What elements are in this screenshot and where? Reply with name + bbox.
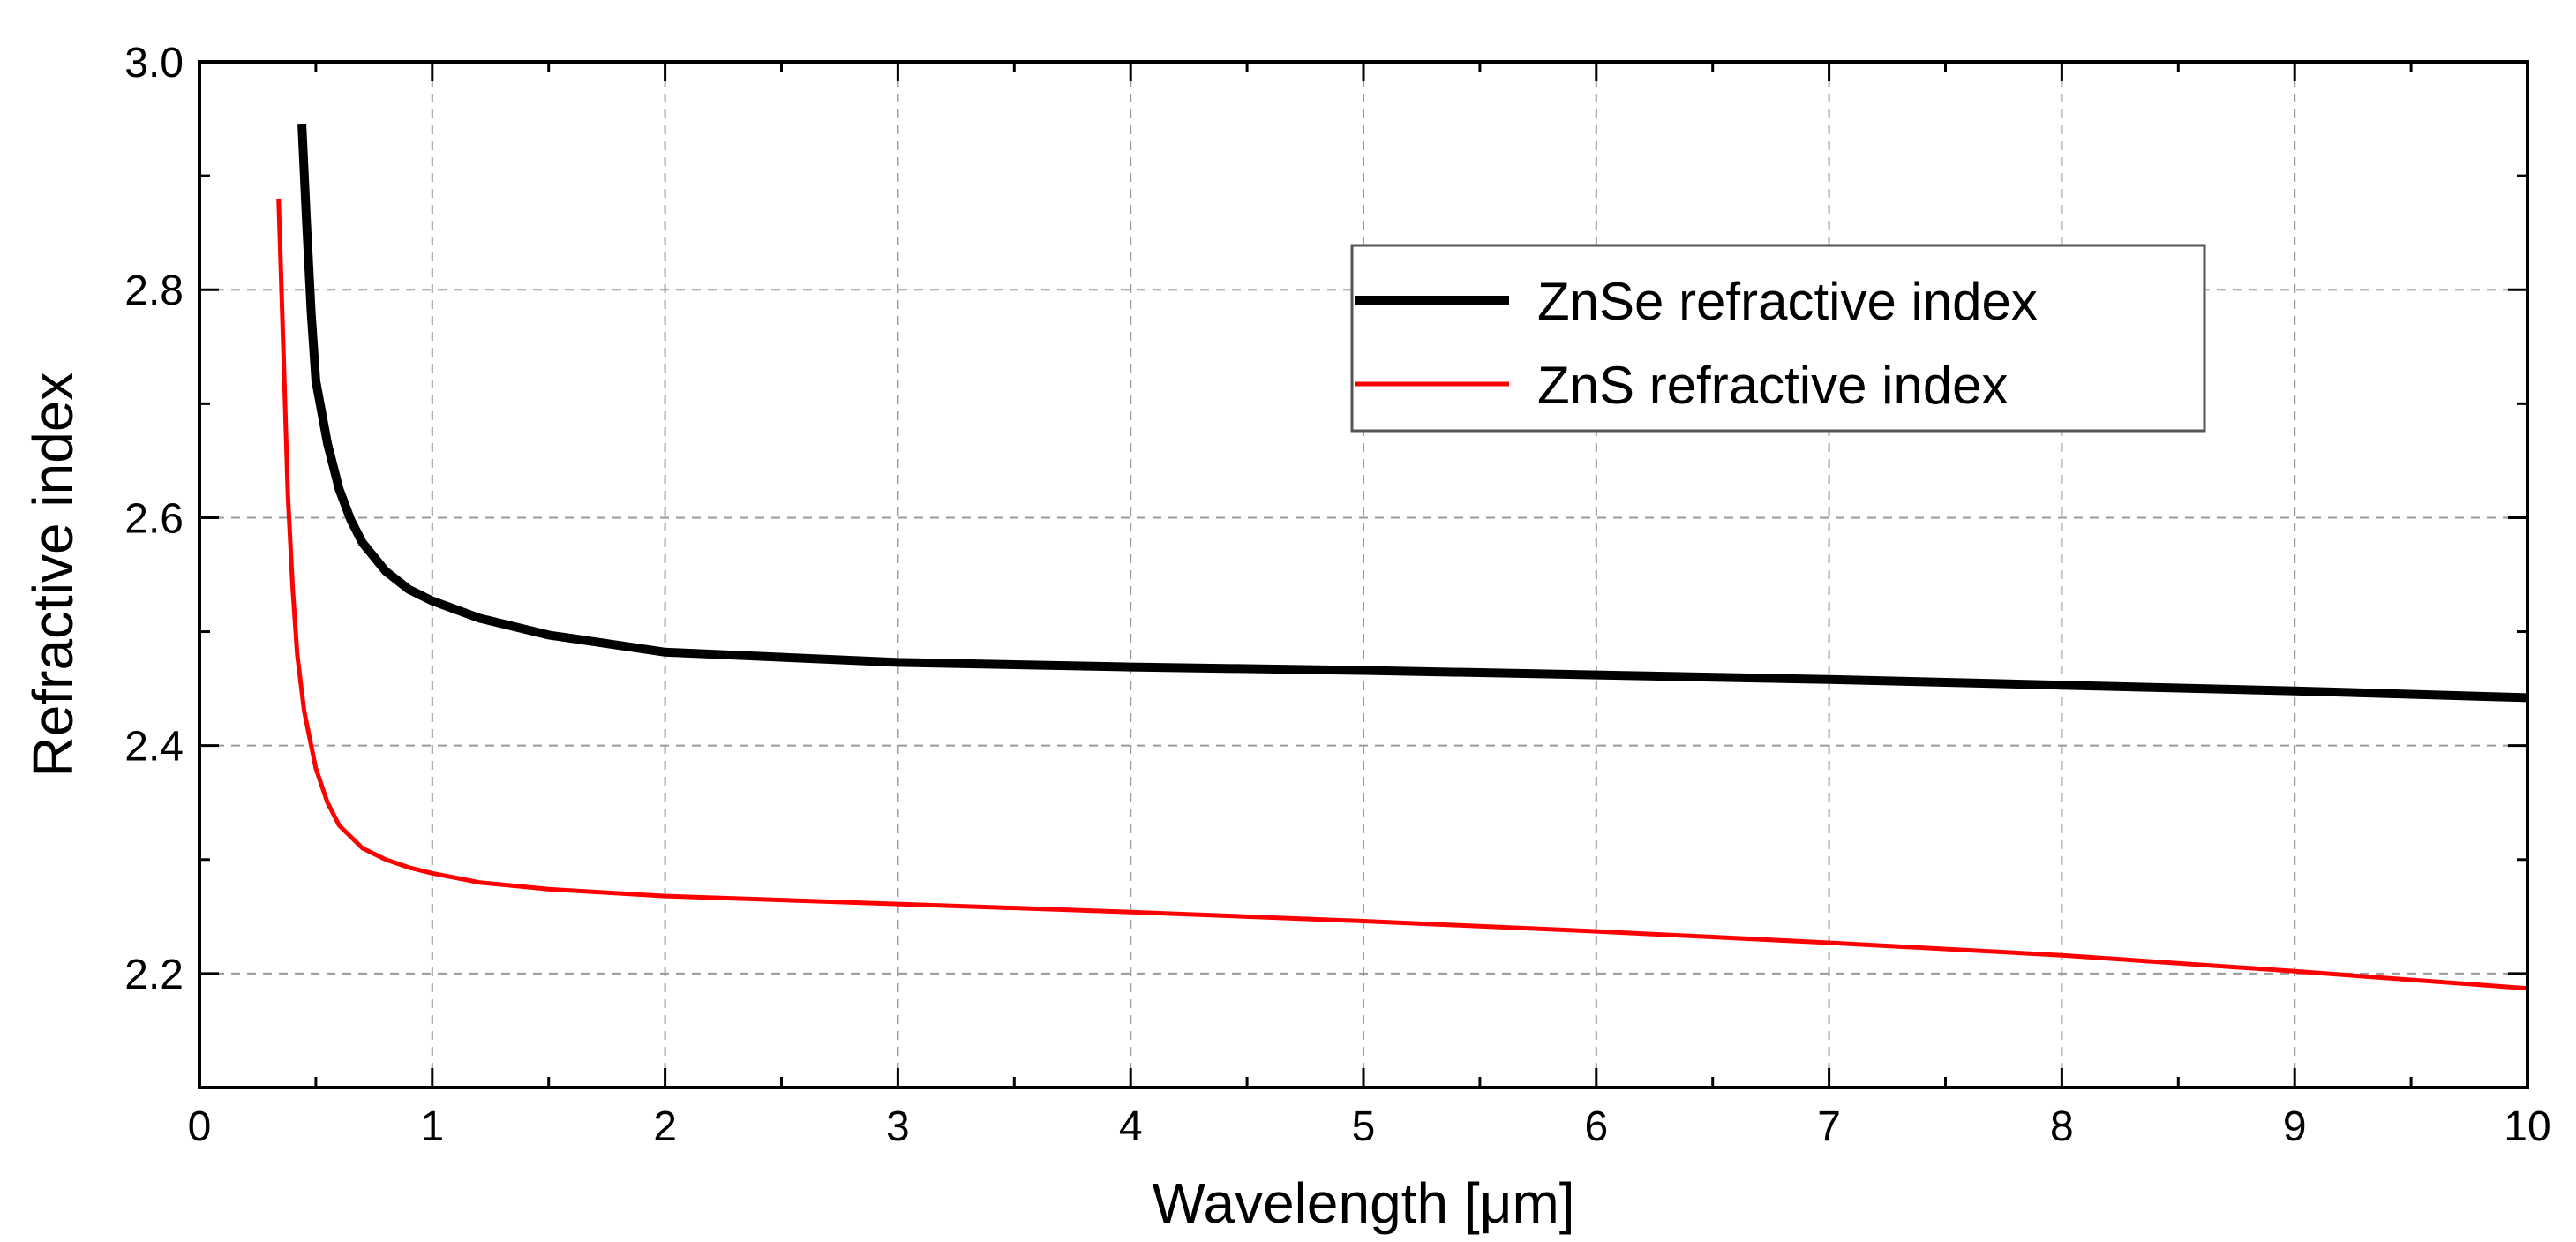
series-layer bbox=[276, 124, 2528, 991]
y-tick-label: 2.6 bbox=[124, 495, 184, 542]
series-line-znse bbox=[297, 124, 2528, 703]
x-tick-label: 4 bbox=[1119, 1103, 1143, 1150]
x-tick-label: 7 bbox=[1817, 1103, 1841, 1150]
x-tick-label: 6 bbox=[1584, 1103, 1608, 1150]
legend-label-znse: ZnSe refractive index bbox=[1537, 272, 2038, 331]
y-tick-label: 2.2 bbox=[124, 952, 184, 998]
y-tick-label: 2.8 bbox=[124, 267, 184, 314]
x-tick-label: 2 bbox=[653, 1103, 677, 1150]
x-tick-label: 0 bbox=[188, 1103, 212, 1150]
tick-labels: 0 1 2 3 4 5 6 7 8 9 10 2.2 2.4 2.6 2.8 3.0 bbox=[124, 40, 2550, 1150]
y-axis-title: Refractive index bbox=[21, 373, 85, 778]
legend: ZnSe refractive index ZnS refractive ind… bbox=[1350, 244, 2206, 433]
x-tick-label: 1 bbox=[420, 1103, 444, 1150]
y-tick-label: 3.0 bbox=[124, 40, 184, 87]
x-tick-label: 9 bbox=[2283, 1103, 2307, 1150]
ticks bbox=[198, 60, 2529, 1089]
x-tick-label: 5 bbox=[1352, 1103, 1376, 1150]
legend-box bbox=[1350, 244, 2206, 433]
legend-label-zns: ZnS refractive index bbox=[1537, 356, 2009, 415]
grid bbox=[199, 62, 2527, 1088]
x-tick-label: 3 bbox=[886, 1103, 910, 1150]
x-tick-label: 8 bbox=[2050, 1103, 2074, 1150]
series-line-zns bbox=[276, 198, 2528, 991]
x-tick-label: 10 bbox=[2504, 1103, 2550, 1150]
x-axis-title: Wavelength [μm] bbox=[1152, 1171, 1574, 1235]
y-tick-label: 2.4 bbox=[124, 724, 184, 771]
